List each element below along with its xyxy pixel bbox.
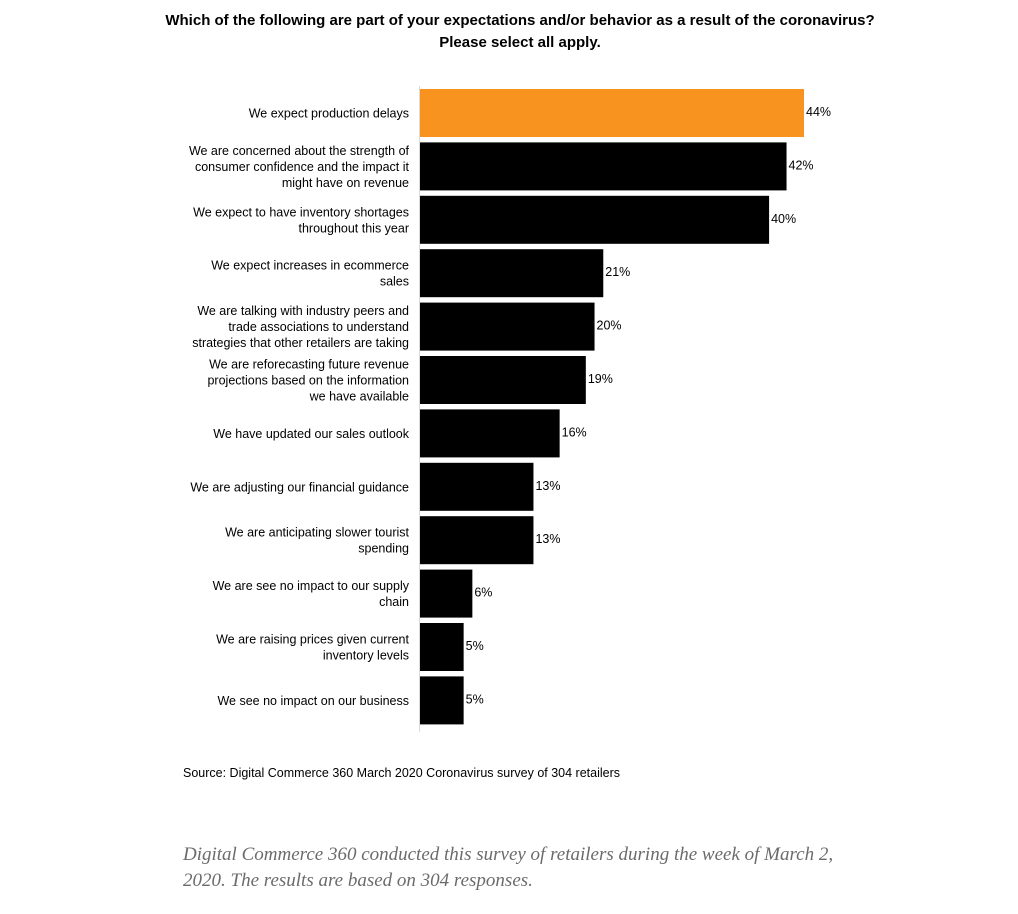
- value-label-8: 13%: [535, 479, 560, 493]
- category-label-3: We expect to have inventory shortages thr…: [193, 205, 409, 235]
- category-label-7: We have updated our sales outlook: [213, 427, 409, 441]
- bar-3: [420, 195, 770, 244]
- bar-2: [420, 142, 787, 191]
- bar-8: [420, 462, 534, 511]
- category-label-9: We are anticipating slower tourist spendi…: [225, 526, 409, 556]
- caption-text: Digital Commerce 360 conducted this surv…: [183, 844, 834, 891]
- bar-5: [420, 302, 595, 351]
- bars-group: [420, 89, 804, 725]
- value-labels-group: 44% 42% 40% 21% 20% 19% 16% 13% 13% 6% 5% 5%: [466, 105, 831, 706]
- category-label-11: We are raising prices given current inven…: [216, 633, 409, 663]
- category-label-5: We are talking with industry peers and tr…: [192, 304, 409, 350]
- category-label-4: We expect increases in ecommerce sales: [211, 259, 409, 289]
- category-label-2: We are concerned about the strength of co…: [189, 144, 410, 190]
- value-label-1: 44%: [806, 105, 831, 119]
- category-labels-group: We expect production delays We are concer…: [189, 107, 410, 708]
- value-label-3: 40%: [771, 212, 796, 226]
- bar-6: [420, 356, 586, 404]
- value-label-11: 5%: [466, 639, 484, 653]
- category-label-12: We see no impact on our business: [217, 694, 409, 708]
- bar-12: [420, 676, 464, 725]
- value-label-12: 5%: [466, 692, 484, 706]
- chart-title: Which of the following are part of your …: [165, 12, 875, 51]
- value-label-10: 6%: [474, 586, 492, 600]
- bar-9: [420, 516, 534, 565]
- value-label-9: 13%: [535, 532, 560, 546]
- value-label-5: 20%: [597, 319, 622, 333]
- bar-1: [420, 89, 804, 137]
- value-label-7: 16%: [562, 425, 587, 439]
- value-label-6: 19%: [588, 372, 613, 386]
- category-label-6: We are reforecasting future revenue proje…: [207, 358, 409, 404]
- category-label-10: We are see no impact to our supply chain: [213, 579, 410, 609]
- bar-7: [420, 409, 560, 458]
- source-note: Source: Digital Commerce 360 March 2020 …: [183, 766, 620, 780]
- bar-4: [420, 249, 604, 298]
- category-label-8: We are adjusting our financial guidance: [190, 480, 409, 494]
- value-label-4: 21%: [605, 265, 630, 279]
- value-label-2: 42%: [789, 158, 814, 172]
- category-label-1: We expect production delays: [249, 107, 409, 121]
- bar-11: [420, 623, 464, 671]
- bar-10: [420, 569, 473, 618]
